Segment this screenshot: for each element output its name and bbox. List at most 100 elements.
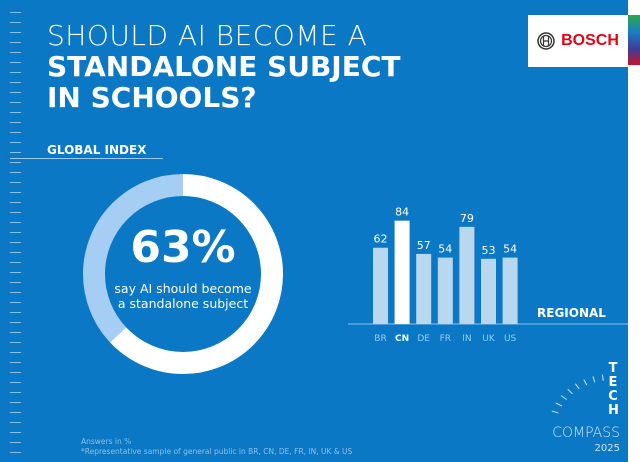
- bar-label-FR: FR: [440, 334, 451, 344]
- bar-CN: [394, 220, 410, 324]
- bosch-logo: BOSCH: [528, 15, 628, 67]
- tick: [10, 112, 21, 113]
- bar-value-FR: 54: [438, 243, 452, 256]
- ray: [567, 388, 573, 395]
- tick: [10, 52, 21, 53]
- tick: [10, 352, 21, 353]
- tick: [10, 12, 21, 13]
- tick: [10, 42, 21, 43]
- tick: [10, 332, 21, 333]
- tick: [10, 282, 21, 283]
- tech-compass-brand: TECH COMPASS 2025: [540, 362, 620, 457]
- tick: [10, 292, 21, 293]
- footnotes: Answers in % *Representative sample of g…: [81, 437, 352, 457]
- tick: [10, 402, 21, 403]
- ray: [592, 376, 596, 383]
- tick: [10, 412, 21, 413]
- tick: [10, 122, 21, 123]
- tick: [10, 202, 21, 203]
- tick: [10, 272, 21, 273]
- bar-value-IN: 79: [460, 212, 474, 225]
- tick: [10, 442, 21, 443]
- tick: [10, 432, 21, 433]
- bar-BR: [373, 247, 388, 324]
- global-index-label: GLOBAL INDEX: [47, 143, 147, 157]
- logo-text: BOSCH: [561, 32, 619, 49]
- bosch-armature-icon: [537, 32, 555, 50]
- tick: [10, 92, 21, 93]
- tick: [10, 382, 21, 383]
- bar-value-DE: 57: [417, 239, 431, 252]
- regional-label: REGIONAL: [537, 306, 606, 320]
- tick: [10, 252, 21, 253]
- global-percent: 63%: [130, 222, 236, 273]
- tick: [10, 232, 21, 233]
- decorative-ticks: [10, 12, 22, 462]
- ray: [551, 410, 559, 414]
- bar-value-BR: 62: [374, 233, 388, 246]
- title-line-3: IN SCHOOLS?: [47, 81, 257, 114]
- tick: [10, 322, 21, 323]
- bar-US: [502, 257, 518, 324]
- tech-text: TECH: [608, 361, 619, 418]
- tick: [10, 132, 21, 133]
- year-text: 2025: [594, 443, 620, 454]
- tick: [10, 362, 21, 363]
- bar-label-US: US: [504, 334, 517, 344]
- tick: [10, 72, 21, 73]
- bar-label-CN: CN: [395, 334, 409, 344]
- ray: [560, 395, 567, 400]
- tick: [10, 302, 21, 303]
- tick: [10, 82, 21, 83]
- title-line-2: STANDALONE SUBJECT: [47, 50, 401, 83]
- tick: [10, 392, 21, 393]
- bar-IN: [459, 226, 475, 324]
- bar-label-DE: DE: [417, 334, 430, 344]
- tick: [10, 222, 21, 223]
- ray: [583, 379, 588, 386]
- donut-segment-1: [83, 174, 283, 374]
- note-sample: *Representative sample of general public…: [81, 447, 353, 456]
- supergraphic-strip: [628, 0, 640, 462]
- page-title: SHOULD AI BECOME A STANDALONE SUBJECT IN…: [47, 20, 401, 113]
- ray: [574, 383, 580, 390]
- tick: [10, 212, 21, 213]
- compass-rays-icon: [551, 374, 604, 414]
- tick: [10, 62, 21, 63]
- tick: [10, 192, 21, 193]
- bar-label-IN: IN: [462, 334, 471, 344]
- tick: [10, 22, 21, 23]
- tick: [10, 172, 21, 173]
- tick: [10, 372, 21, 373]
- footnote-mark: *: [258, 224, 267, 245]
- tick: [10, 32, 21, 33]
- tick: [10, 422, 21, 423]
- bar-DE: [416, 253, 432, 324]
- tick: [10, 142, 21, 143]
- tick: [10, 312, 21, 313]
- bar-UK: [481, 258, 496, 324]
- tick: [10, 182, 21, 183]
- compass-text: COMPASS: [552, 425, 620, 441]
- tick: [10, 152, 21, 153]
- ray: [555, 402, 563, 407]
- tick: [10, 452, 21, 453]
- bar-label-UK: UK: [482, 334, 496, 344]
- divider: [10, 158, 163, 159]
- bar-FR: [437, 257, 453, 324]
- bar-value-UK: 53: [482, 244, 496, 257]
- tick: [10, 342, 21, 343]
- bar-value-CN: 84: [395, 206, 409, 219]
- global-caption: say AI should become a standalone subjec…: [114, 281, 252, 311]
- tick: [10, 102, 21, 103]
- tick: [10, 162, 21, 163]
- ray: [601, 374, 604, 381]
- bar-value-US: 54: [503, 243, 517, 256]
- tick: [10, 242, 21, 243]
- title-line-1: SHOULD AI BECOME A: [47, 19, 368, 52]
- tick: [10, 262, 21, 263]
- bar-label-BR: BR: [374, 334, 386, 344]
